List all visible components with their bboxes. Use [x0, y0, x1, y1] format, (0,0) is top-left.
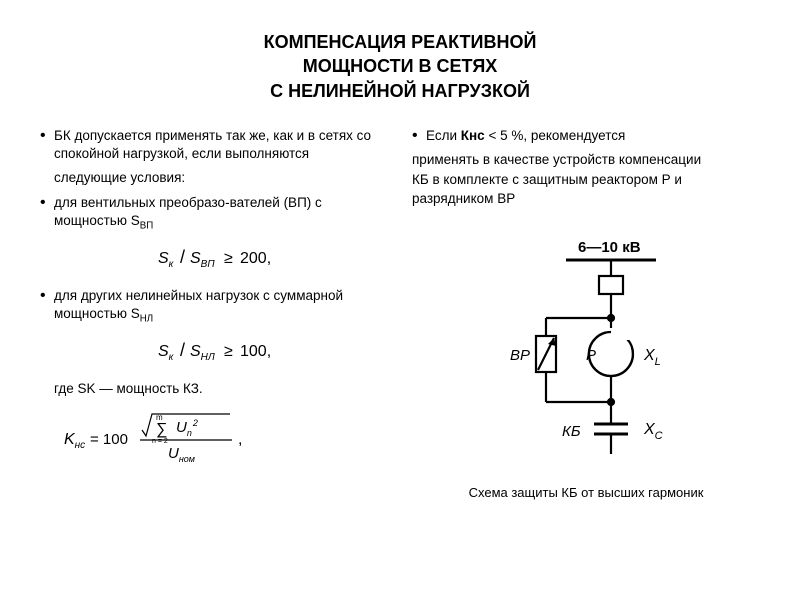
r-b1-post: < 5 %, рекомендуется	[485, 128, 626, 143]
diagram-caption: Схема защиты КБ от высших гармоник	[412, 485, 760, 500]
bullet-dot: •	[40, 287, 54, 326]
title-line-1: КОМПЕНСАЦИЯ РЕАКТИВНОЙ	[264, 32, 537, 52]
kf-Un: Un2	[176, 418, 198, 438]
bullet-3: • для других нелинейных нагрузок с сумма…	[40, 287, 388, 326]
kf-eq: = 100	[90, 431, 128, 448]
k-formula: Kнс = 100 ∑ m n = 2 Un2 Uном ,	[60, 408, 388, 471]
label-BP: ВР	[510, 347, 530, 364]
r-b1-bold: Кнс	[461, 128, 485, 143]
title-line-2: МОЩНОСТИ В СЕТЯХ	[303, 56, 498, 76]
f2-slash: /	[180, 340, 185, 360]
bullet-1-text: БК допускается применять так же, как и в…	[54, 127, 388, 163]
content-columns: • БК допускается применять так же, как и…	[40, 127, 760, 500]
f1-svp: SВП	[190, 250, 215, 270]
arrester-arrow-head	[548, 338, 556, 346]
title-line-3: С НЕЛИНЕЙНОЙ НАГРУЗКОЙ	[270, 81, 530, 101]
bullet-dot: •	[40, 127, 54, 163]
switch-box	[599, 276, 623, 294]
kf-sumtop: m	[156, 413, 163, 422]
kf-sigma: ∑	[156, 421, 167, 438]
f1-op: ≥	[224, 250, 233, 267]
f2-rhs: 100,	[240, 343, 271, 360]
bullet-dot: •	[40, 194, 54, 233]
formula-1: Sк / SВП ≥ 200,	[40, 243, 388, 273]
bullet-3-pre: для других нелинейных нагрузок с суммарн…	[54, 288, 343, 321]
label-XC: XC	[643, 421, 663, 442]
voltage-label: 6—10 кВ	[578, 239, 641, 256]
bullet-3-text: для других нелинейных нагрузок с суммарн…	[54, 287, 388, 326]
bullet-2: • для вентильных преобразо-вателей (ВП) …	[40, 194, 388, 233]
kf-K: Kнс	[64, 431, 85, 451]
where-text: где SK — мощность КЗ.	[54, 380, 388, 398]
label-P: Р	[586, 347, 596, 364]
right-column: • Если Кнс < 5 %, рекомендуется применят…	[412, 127, 760, 500]
bullet-2-text: для вентильных преобразо-вателей (ВП) с …	[54, 194, 388, 233]
f2-op: ≥	[224, 343, 233, 360]
kf-sumbot: n = 2	[152, 438, 168, 445]
f1-sk: Sк	[158, 250, 175, 270]
f2-snl: SНЛ	[190, 343, 215, 363]
r-b1-pre: Если	[426, 128, 461, 143]
right-bullet-1: • Если Кнс < 5 %, рекомендуется	[412, 127, 760, 145]
right-b1-text: Если Кнс < 5 %, рекомендуется	[426, 127, 760, 145]
label-XL: XL	[643, 347, 661, 368]
bullet-1: • БК допускается применять так же, как и…	[40, 127, 388, 163]
f1-rhs: 200,	[240, 250, 271, 267]
circuit-diagram: 6—10 кВ	[412, 232, 760, 477]
right-line3: КБ в комплекте с защитным реактором Р и …	[412, 171, 760, 207]
bullet-2-sub: ВП	[140, 220, 153, 231]
bullet-dot: •	[412, 127, 426, 145]
f2-sk: Sк	[158, 343, 175, 363]
left-column: • БК допускается применять так же, как и…	[40, 127, 388, 500]
bullet-3-sub: НЛ	[140, 313, 153, 324]
kf-den: Uном	[168, 445, 195, 464]
bullet-2-pre: для вентильных преобразо-вателей (ВП) с …	[54, 195, 322, 228]
f1-slash: /	[180, 247, 185, 267]
kf-comma: ,	[238, 431, 242, 448]
right-line2: применять в качестве устройств компенсац…	[412, 151, 760, 169]
bullet-1-continuation: следующие условия:	[54, 169, 388, 187]
formula-2: Sк / SНЛ ≥ 100,	[40, 336, 388, 366]
label-KB: КБ	[562, 423, 581, 440]
page-title: КОМПЕНСАЦИЯ РЕАКТИВНОЙ МОЩНОСТИ В СЕТЯХ …	[40, 30, 760, 103]
